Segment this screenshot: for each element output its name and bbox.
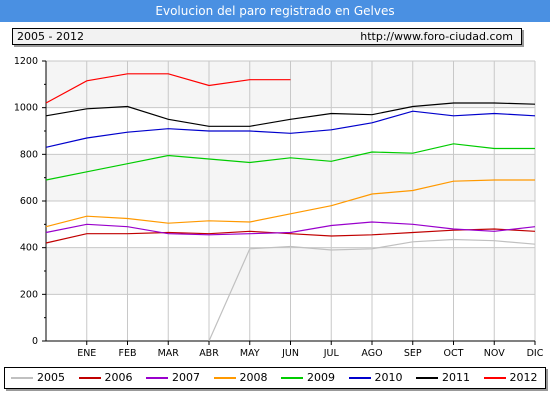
x-tick-label: SEP bbox=[404, 348, 422, 359]
x-tick-label: ENE bbox=[77, 348, 96, 359]
chart-title: Evolucion del paro registrado en Gelves bbox=[0, 0, 550, 22]
legend-label: 2007 bbox=[172, 371, 200, 384]
x-tick-label: MAR bbox=[158, 348, 180, 359]
x-tick-label: JUL bbox=[323, 348, 340, 359]
legend-swatch bbox=[146, 377, 168, 379]
y-tick-label: 0 bbox=[32, 336, 38, 347]
legend-swatch bbox=[213, 377, 236, 379]
legend-label: 2005 bbox=[37, 371, 65, 384]
period-label: 2005 - 2012 bbox=[17, 30, 84, 43]
legend-label: 2010 bbox=[374, 371, 403, 384]
legend-label: 2006 bbox=[104, 371, 133, 384]
y-tick-label: 1200 bbox=[14, 56, 38, 67]
x-tick-label: NOV bbox=[484, 348, 505, 359]
y-tick-label: 800 bbox=[20, 149, 38, 160]
series-line-2005 bbox=[208, 238, 536, 342]
legend-swatch bbox=[348, 377, 371, 379]
x-tick-label: ABR bbox=[199, 348, 219, 359]
source-url: http://www.foro-ciudad.com bbox=[360, 30, 513, 43]
legend-swatch bbox=[78, 377, 101, 379]
x-tick-label: OCT bbox=[444, 348, 464, 359]
legend-swatch bbox=[416, 377, 438, 379]
legend: 2005 2006 2007 2008 2009 2010 2011 2012 bbox=[4, 367, 546, 389]
x-tick-label: JUN bbox=[281, 348, 299, 359]
y-tick-label: 600 bbox=[20, 196, 38, 207]
legend-label: 2012 bbox=[509, 371, 538, 384]
series-line-2006 bbox=[45, 228, 536, 244]
info-bar: 2005 - 2012 http://www.foro-ciudad.com bbox=[12, 28, 522, 45]
series-line-2009 bbox=[45, 143, 535, 181]
legend-swatch bbox=[483, 377, 506, 379]
y-tick-label: 1000 bbox=[14, 103, 38, 114]
legend-swatch bbox=[11, 377, 33, 379]
series-line-2012 bbox=[45, 73, 291, 104]
legend-label: 2009 bbox=[307, 371, 335, 384]
legend-label: 2011 bbox=[442, 371, 470, 384]
y-tick-label: 400 bbox=[20, 243, 38, 254]
series-line-2008 bbox=[45, 179, 535, 228]
legend-swatch bbox=[281, 377, 303, 379]
x-tick-label: AGO bbox=[361, 348, 382, 359]
x-tick-label: FEB bbox=[119, 348, 137, 359]
series-line-2010 bbox=[45, 110, 536, 148]
x-tick-label: DIC bbox=[527, 348, 544, 359]
series-line-2007 bbox=[45, 221, 536, 236]
y-tick-label: 200 bbox=[20, 289, 38, 300]
legend-label: 2008 bbox=[239, 371, 268, 384]
x-tick-label: MAY bbox=[240, 348, 260, 359]
series-line-2011 bbox=[45, 102, 536, 127]
